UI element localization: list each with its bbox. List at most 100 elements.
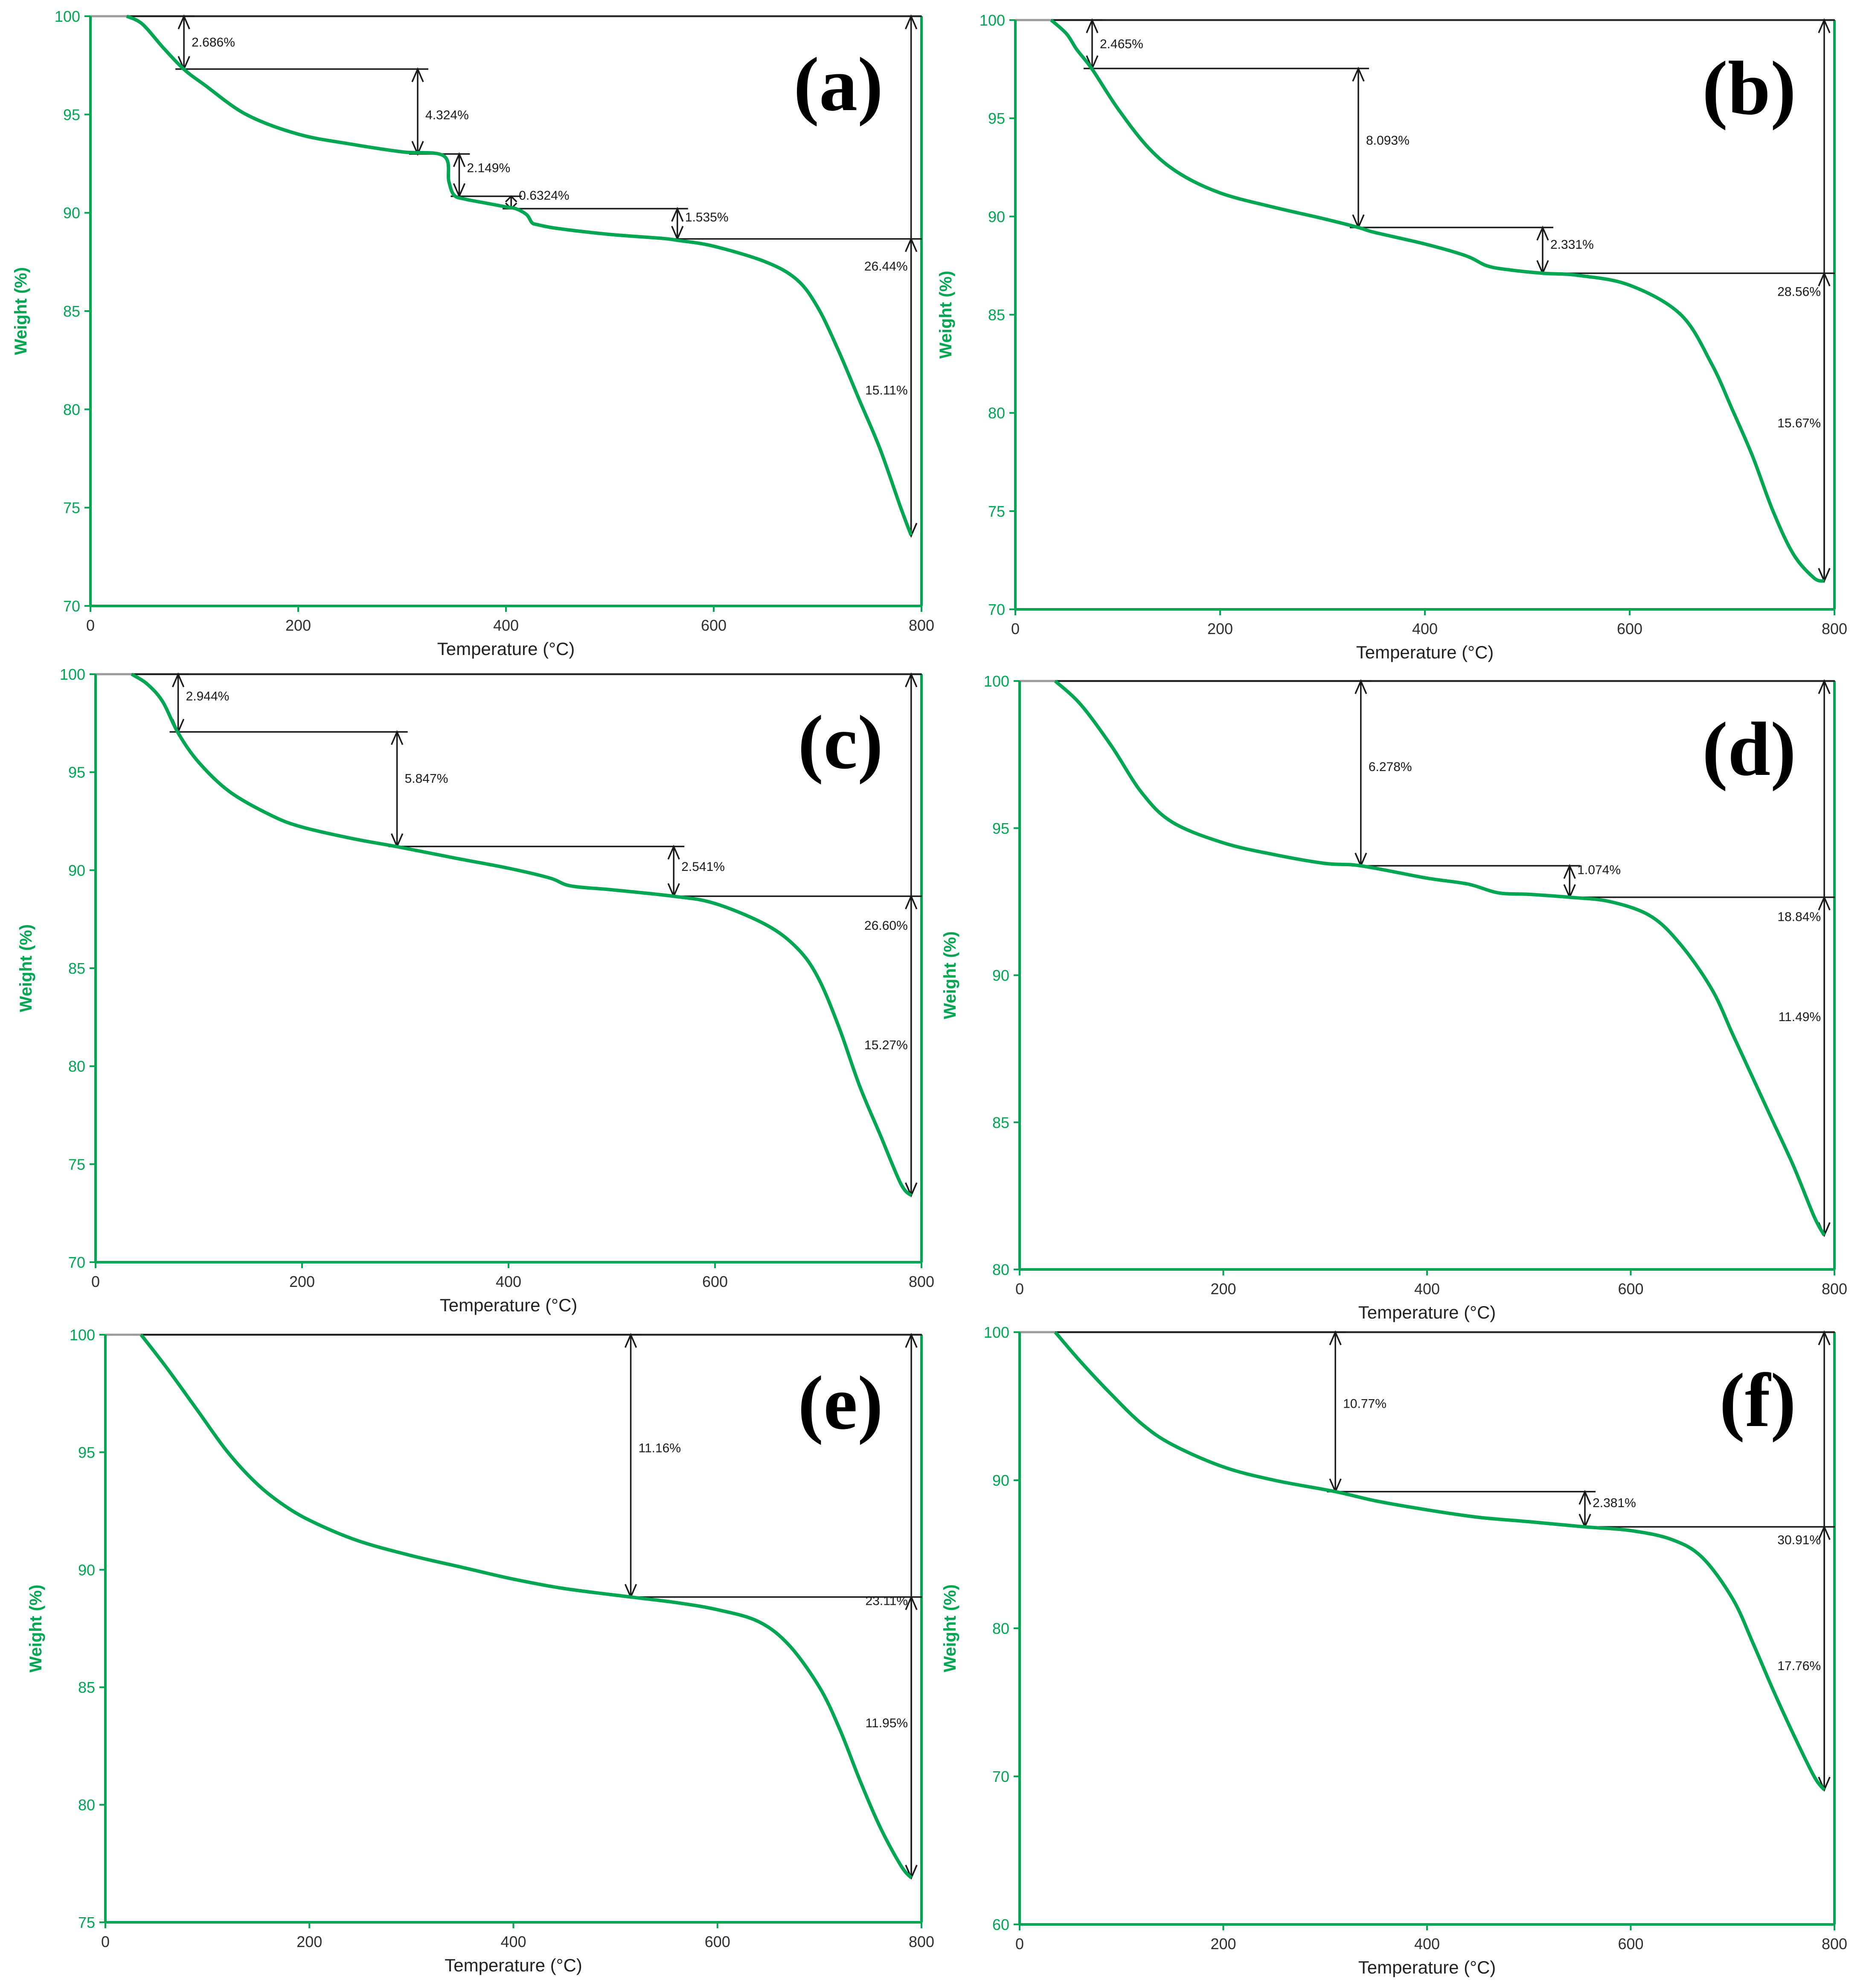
y-tick-label: 90	[63, 204, 80, 222]
tga-curve	[126, 15, 913, 536]
arrow-head-up	[1818, 271, 1831, 287]
arrow-head-up	[624, 1333, 637, 1348]
y-tick-label: 85	[63, 303, 80, 320]
arrow-head-up	[1818, 18, 1831, 33]
mass-loss-label: 11.16%	[638, 1441, 681, 1455]
y-tick-label: 90	[68, 862, 85, 879]
y-axis-title: Weight (%)	[17, 924, 35, 1012]
x-tick-label: 0	[86, 617, 95, 634]
arrow-head-up	[1329, 1330, 1342, 1345]
arrow-head-down	[905, 1865, 918, 1880]
mass-loss-label: 26.60%	[864, 919, 908, 933]
y-tick-label: 85	[68, 960, 85, 977]
arrow-head-up	[171, 672, 185, 687]
mass-loss-label: 1.535%	[685, 210, 729, 224]
mass-loss-label: 28.56%	[1777, 285, 1821, 299]
y-tick-label: 100	[984, 672, 1009, 690]
y-tick-label: 90	[78, 1561, 95, 1579]
mass-loss-label: 4.324%	[425, 108, 469, 122]
x-tick-label: 0	[1015, 1280, 1024, 1298]
y-tick-label: 70	[68, 1254, 85, 1271]
arrow-head-up	[905, 1595, 918, 1610]
mass-loss-label: 30.91%	[1777, 1533, 1821, 1547]
y-axis-title: Weight (%)	[12, 267, 30, 355]
x-axis-title: Temperature (°C)	[445, 1955, 582, 1975]
x-tick-label: 600	[1618, 1935, 1643, 1953]
y-tick-label: 80	[78, 1796, 95, 1814]
x-tick-label: 200	[1210, 1280, 1236, 1298]
x-tick-label: 600	[702, 1273, 728, 1290]
panel-a: 0 200 400 600 800 70 75 80 85 90 95 100 Temperature …	[12, 8, 934, 659]
y-axis-title: Weight (%)	[941, 1584, 959, 1672]
y-tick-label: 100	[980, 12, 1005, 29]
mass-loss-label: 23.11%	[866, 1594, 908, 1608]
x-tick-label: 400	[493, 617, 519, 634]
y-tick-label: 100	[70, 1326, 95, 1344]
x-tick-label: 0	[1011, 620, 1020, 637]
mass-loss-label: 15.67%	[1777, 416, 1821, 431]
y-tick-label: 75	[68, 1156, 85, 1173]
mass-loss-label: 17.76%	[1777, 1659, 1821, 1673]
arrow-head-up	[1352, 67, 1365, 82]
x-tick-label: 800	[909, 1273, 934, 1290]
mass-loss-label: 2.944%	[186, 690, 230, 704]
panel-label: (e)	[798, 1360, 883, 1445]
arrow-head-up	[1818, 895, 1831, 911]
arrow-head-up	[905, 14, 918, 29]
x-tick-label: 200	[289, 1273, 315, 1290]
arrow-head-up	[1563, 864, 1576, 879]
y-tick-label: 90	[992, 967, 1009, 984]
mass-loss-label: 8.093%	[1366, 134, 1410, 148]
x-axis-title: Temperature (°C)	[1358, 1957, 1496, 1977]
y-tick-label: 90	[992, 1472, 1009, 1489]
x-tick-label: 200	[296, 1933, 322, 1950]
y-tick-label: 95	[78, 1444, 95, 1461]
x-axis-title: Temperature (°C)	[1358, 1302, 1496, 1322]
panel-e: 0 200 400 600 800 75 80 85 90 95 100 Temperature (°…	[26, 1326, 934, 1975]
x-tick-label: 600	[701, 617, 727, 634]
arrow-head-up	[391, 730, 404, 745]
arrow-head-up	[411, 67, 424, 82]
y-tick-label: 85	[78, 1679, 95, 1696]
x-tick-label: 400	[1414, 1280, 1440, 1298]
arrow-head-up	[905, 672, 918, 687]
y-tick-label: 100	[984, 1324, 1009, 1341]
arrow-head-up	[453, 152, 466, 167]
x-tick-label: 600	[1617, 620, 1642, 637]
y-tick-label: 75	[988, 503, 1005, 520]
panel-label: (a)	[794, 42, 883, 127]
tga-curve	[1050, 18, 1825, 583]
x-tick-label: 800	[1822, 1280, 1847, 1298]
x-tick-label: 800	[909, 617, 934, 634]
mass-loss-label: 15.27%	[864, 1038, 908, 1052]
x-tick-label: 600	[705, 1933, 730, 1950]
arrow-head-up	[905, 1333, 918, 1348]
x-tick-label: 0	[1015, 1935, 1024, 1953]
y-tick-label: 70	[992, 1768, 1009, 1785]
y-tick-label: 80	[68, 1058, 85, 1075]
arrow-head-up	[1818, 1525, 1831, 1540]
x-tick-label: 400	[500, 1933, 526, 1950]
mass-loss-label: 26.44%	[864, 259, 908, 274]
x-tick-label: 800	[1822, 1935, 1847, 1953]
panel-c: 0 200 400 600 800 70 75 80 85 90 95 100 Temperature …	[17, 666, 934, 1315]
x-tick-label: 200	[1210, 1935, 1236, 1953]
x-tick-label: 400	[496, 1273, 521, 1290]
x-axis-title: Temperature (°C)	[437, 639, 575, 659]
arrow-head-up	[1086, 18, 1099, 33]
mass-loss-label: 11.95%	[866, 1716, 908, 1730]
y-tick-label: 95	[68, 764, 85, 781]
arrow-head-up	[1536, 225, 1549, 241]
y-tick-label: 95	[988, 110, 1005, 127]
y-tick-label: 80	[992, 1261, 1009, 1278]
x-tick-label: 400	[1412, 620, 1438, 637]
arrow-head-up	[1818, 1330, 1831, 1345]
y-tick-label: 75	[78, 1914, 95, 1931]
panel-label: (f)	[1719, 1358, 1796, 1443]
arrow-head-up	[671, 207, 684, 222]
y-tick-label: 90	[988, 208, 1005, 225]
y-axis-title: Weight (%)	[26, 1585, 45, 1673]
y-tick-label: 85	[992, 1114, 1009, 1131]
mass-loss-label: 2.331%	[1550, 238, 1594, 252]
